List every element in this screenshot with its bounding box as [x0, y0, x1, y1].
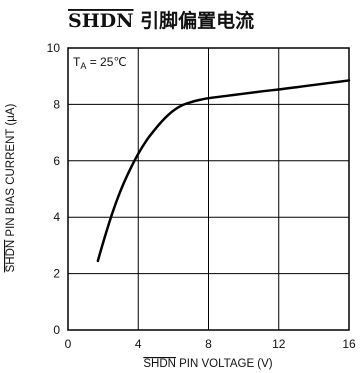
plot-border — [67, 47, 350, 331]
y-tick-label: 4 — [53, 210, 60, 224]
x-tick-label: 16 — [342, 337, 356, 351]
x-axis-label: SHDN PIN VOLTAGE (V) — [143, 358, 272, 370]
temperature-annotation: TA = 25℃ — [73, 55, 127, 71]
y-tick-label: 10 — [47, 41, 61, 55]
chart-title-rest: 引脚偏置电流 — [134, 9, 255, 32]
y-tick-labels: 0 2 4 6 8 10 — [47, 41, 61, 337]
x-tick-label: 4 — [135, 337, 142, 351]
x-tick-label: 12 — [272, 337, 286, 351]
chart-title: SHDN 引脚偏置电流 — [68, 9, 254, 32]
y-tick-label: 8 — [53, 97, 60, 111]
series-lines — [96, 79, 351, 263]
chart-title-overlined: SHDN — [68, 10, 134, 32]
plot-frame — [67, 47, 350, 331]
series-line — [96, 79, 351, 263]
y-tick-label: 6 — [53, 154, 60, 168]
y-tick-label: 2 — [53, 267, 60, 281]
y-tick-label: 0 — [53, 323, 60, 337]
grid — [68, 48, 349, 330]
x-tick-labels: 0 4 8 12 16 — [65, 337, 356, 351]
x-tick-label: 8 — [205, 337, 212, 351]
y-axis-label: SHDN PIN BIAS CURRENT (µA) — [5, 103, 17, 272]
x-tick-label: 0 — [65, 337, 72, 351]
